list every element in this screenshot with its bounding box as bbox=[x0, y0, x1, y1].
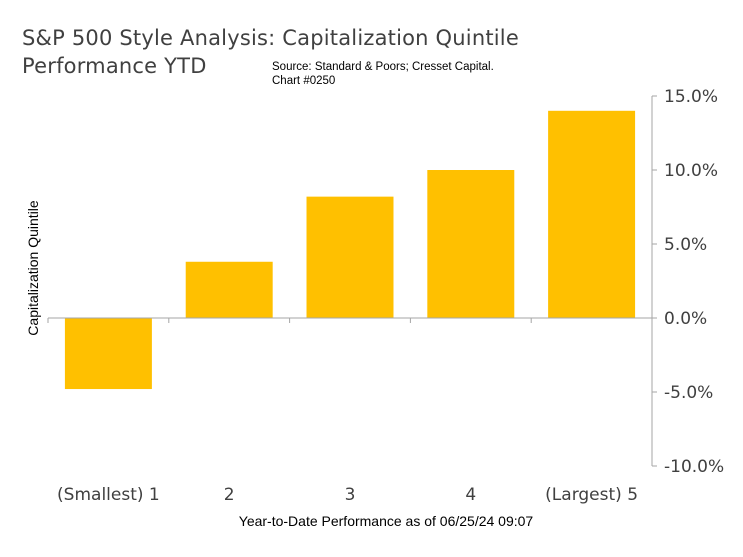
bar-2 bbox=[185, 261, 273, 318]
x-axis-title: Year-to-Date Performance as of 06/25/24 … bbox=[239, 513, 534, 529]
y-tick-label-1: 10.0% bbox=[664, 161, 718, 181]
x-tick-label-5: (Largest) 5 bbox=[545, 485, 638, 505]
chart-title-line2: Performance YTD bbox=[22, 54, 207, 78]
chart-source: Source: Standard & Poors; Cresset Capita… bbox=[272, 60, 494, 88]
y-tick-label-3: 0.0% bbox=[664, 309, 707, 329]
chart-title-line1: S&P 500 Style Analysis: Capitalization Q… bbox=[22, 26, 519, 50]
y-tick-label-5: -10.0% bbox=[664, 457, 724, 477]
y-tick-label-0: 15.0% bbox=[664, 87, 718, 107]
x-tick-label-2: 2 bbox=[224, 485, 235, 505]
y-tick-label-4: -5.0% bbox=[664, 383, 713, 403]
x-tick-label-1: (Smallest) 1 bbox=[57, 485, 160, 505]
x-tick-label-4: 4 bbox=[465, 485, 476, 505]
y-tick-label-2: 5.0% bbox=[664, 235, 707, 255]
bar-1 bbox=[64, 318, 152, 390]
chart-title: S&P 500 Style Analysis: Capitalization Q… bbox=[22, 24, 519, 80]
y-axis-title: Capitalization Quintile bbox=[25, 200, 41, 336]
bar-4 bbox=[427, 170, 515, 318]
x-tick-label-3: 3 bbox=[345, 485, 356, 505]
source-line2: Chart #0250 bbox=[272, 75, 336, 87]
bar-5 bbox=[548, 110, 636, 318]
bar-3 bbox=[306, 196, 394, 318]
source-line1: Source: Standard & Poors; Cresset Capita… bbox=[272, 61, 494, 73]
